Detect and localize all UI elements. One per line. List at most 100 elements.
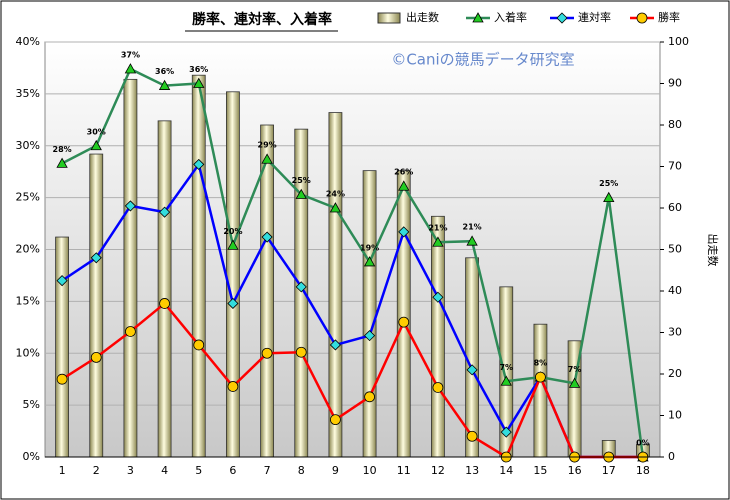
bar <box>396 170 411 458</box>
marker <box>398 316 410 328</box>
marker <box>261 347 273 359</box>
marker <box>398 226 410 238</box>
marker <box>295 281 307 293</box>
value-label: 25% <box>292 176 311 185</box>
marker <box>330 414 341 426</box>
value-label: 29% <box>258 141 277 150</box>
bar <box>328 112 343 458</box>
marker <box>603 191 615 203</box>
value-label: 36% <box>155 67 174 76</box>
y2-tick-label: 100 <box>668 35 689 48</box>
y2-tick-label: 20 <box>668 367 682 380</box>
y2-tick-label: 70 <box>668 160 682 173</box>
bar <box>55 236 69 458</box>
marker <box>56 373 68 385</box>
marker <box>124 63 137 74</box>
bar <box>123 78 138 458</box>
y2-tick-label: 90 <box>668 77 682 90</box>
y-tick-label: 30% <box>16 139 40 152</box>
y-tick-label: 5% <box>23 398 40 411</box>
x-tick-label: 18 <box>636 464 650 477</box>
marker <box>90 351 102 363</box>
marker <box>227 381 239 392</box>
y2-tick-label: 80 <box>668 118 682 131</box>
y2-axis-label: 出走数 <box>706 234 720 267</box>
bar <box>431 215 445 458</box>
marker <box>159 206 171 218</box>
x-tick-label: 7 <box>264 464 271 477</box>
legend-label: 連対率 <box>578 10 611 24</box>
y2-tick-label: 30 <box>668 326 682 339</box>
value-label: 20% <box>223 227 242 236</box>
marker <box>568 377 581 388</box>
bar <box>157 120 172 458</box>
marker <box>125 326 136 337</box>
marker <box>466 364 478 376</box>
marker <box>90 252 102 264</box>
y-tick-label: 15% <box>16 294 40 307</box>
marker <box>500 426 512 438</box>
value-label: 37% <box>121 50 140 59</box>
x-tick-label: 10 <box>363 464 377 477</box>
value-label: 24% <box>326 190 345 199</box>
y-tick-label: 0% <box>23 450 40 463</box>
x-tick-label: 2 <box>93 464 100 477</box>
marker <box>295 346 307 358</box>
x-tick-label: 17 <box>602 464 616 477</box>
value-label: 25% <box>599 179 618 188</box>
marker <box>90 139 102 151</box>
marker <box>193 339 205 351</box>
chart-title: 勝率、連対率、入着率 <box>192 11 332 28</box>
marker <box>193 158 205 170</box>
y-tick-label: 10% <box>16 346 40 359</box>
y2-tick-label: 0 <box>668 450 675 463</box>
value-label: 19% <box>360 243 379 252</box>
x-tick-label: 12 <box>431 464 445 477</box>
legend-swatch <box>377 12 401 24</box>
marker <box>261 153 273 164</box>
marker <box>227 239 239 250</box>
marker <box>158 79 171 90</box>
legend-label: 勝率 <box>658 10 680 24</box>
x-tick-label: 15 <box>533 464 547 477</box>
line <box>61 301 643 459</box>
marker <box>466 430 478 442</box>
marker <box>500 375 512 386</box>
line <box>61 67 645 458</box>
value-label: 30% <box>87 127 106 136</box>
value-label: 7% <box>499 363 513 372</box>
value-label: 21% <box>463 223 482 232</box>
bar <box>226 91 240 458</box>
marker <box>398 180 410 191</box>
value-label: 21% <box>428 224 447 233</box>
x-tick-label: 13 <box>465 464 479 477</box>
marker <box>56 157 68 168</box>
value-label: 7% <box>568 365 582 374</box>
value-label: 28% <box>53 145 72 154</box>
x-tick-label: 11 <box>397 464 411 477</box>
x-tick-label: 9 <box>332 464 339 477</box>
marker <box>227 297 239 310</box>
x-tick-label: 1 <box>59 464 66 477</box>
x-tick-label: 14 <box>499 464 513 477</box>
marker <box>636 12 648 24</box>
marker <box>432 382 444 393</box>
bar <box>191 74 206 458</box>
value-label: 26% <box>394 168 413 177</box>
y-tick-label: 20% <box>16 243 40 256</box>
marker <box>329 202 342 213</box>
legend-label: 出走数 <box>406 10 439 24</box>
y2-tick-label: 50 <box>668 243 682 256</box>
y-tick-label: 35% <box>16 87 40 100</box>
value-label: 8% <box>534 359 548 368</box>
value-label: 0% <box>636 439 650 448</box>
marker <box>193 77 205 88</box>
marker <box>432 236 444 247</box>
x-tick-label: 3 <box>127 464 134 477</box>
marker <box>56 275 68 287</box>
x-tick-label: 4 <box>161 464 168 477</box>
marker <box>556 12 568 24</box>
marker <box>432 291 444 303</box>
watermark: ©Caniの競馬データ研究室 <box>391 51 574 69</box>
marker <box>295 188 307 199</box>
